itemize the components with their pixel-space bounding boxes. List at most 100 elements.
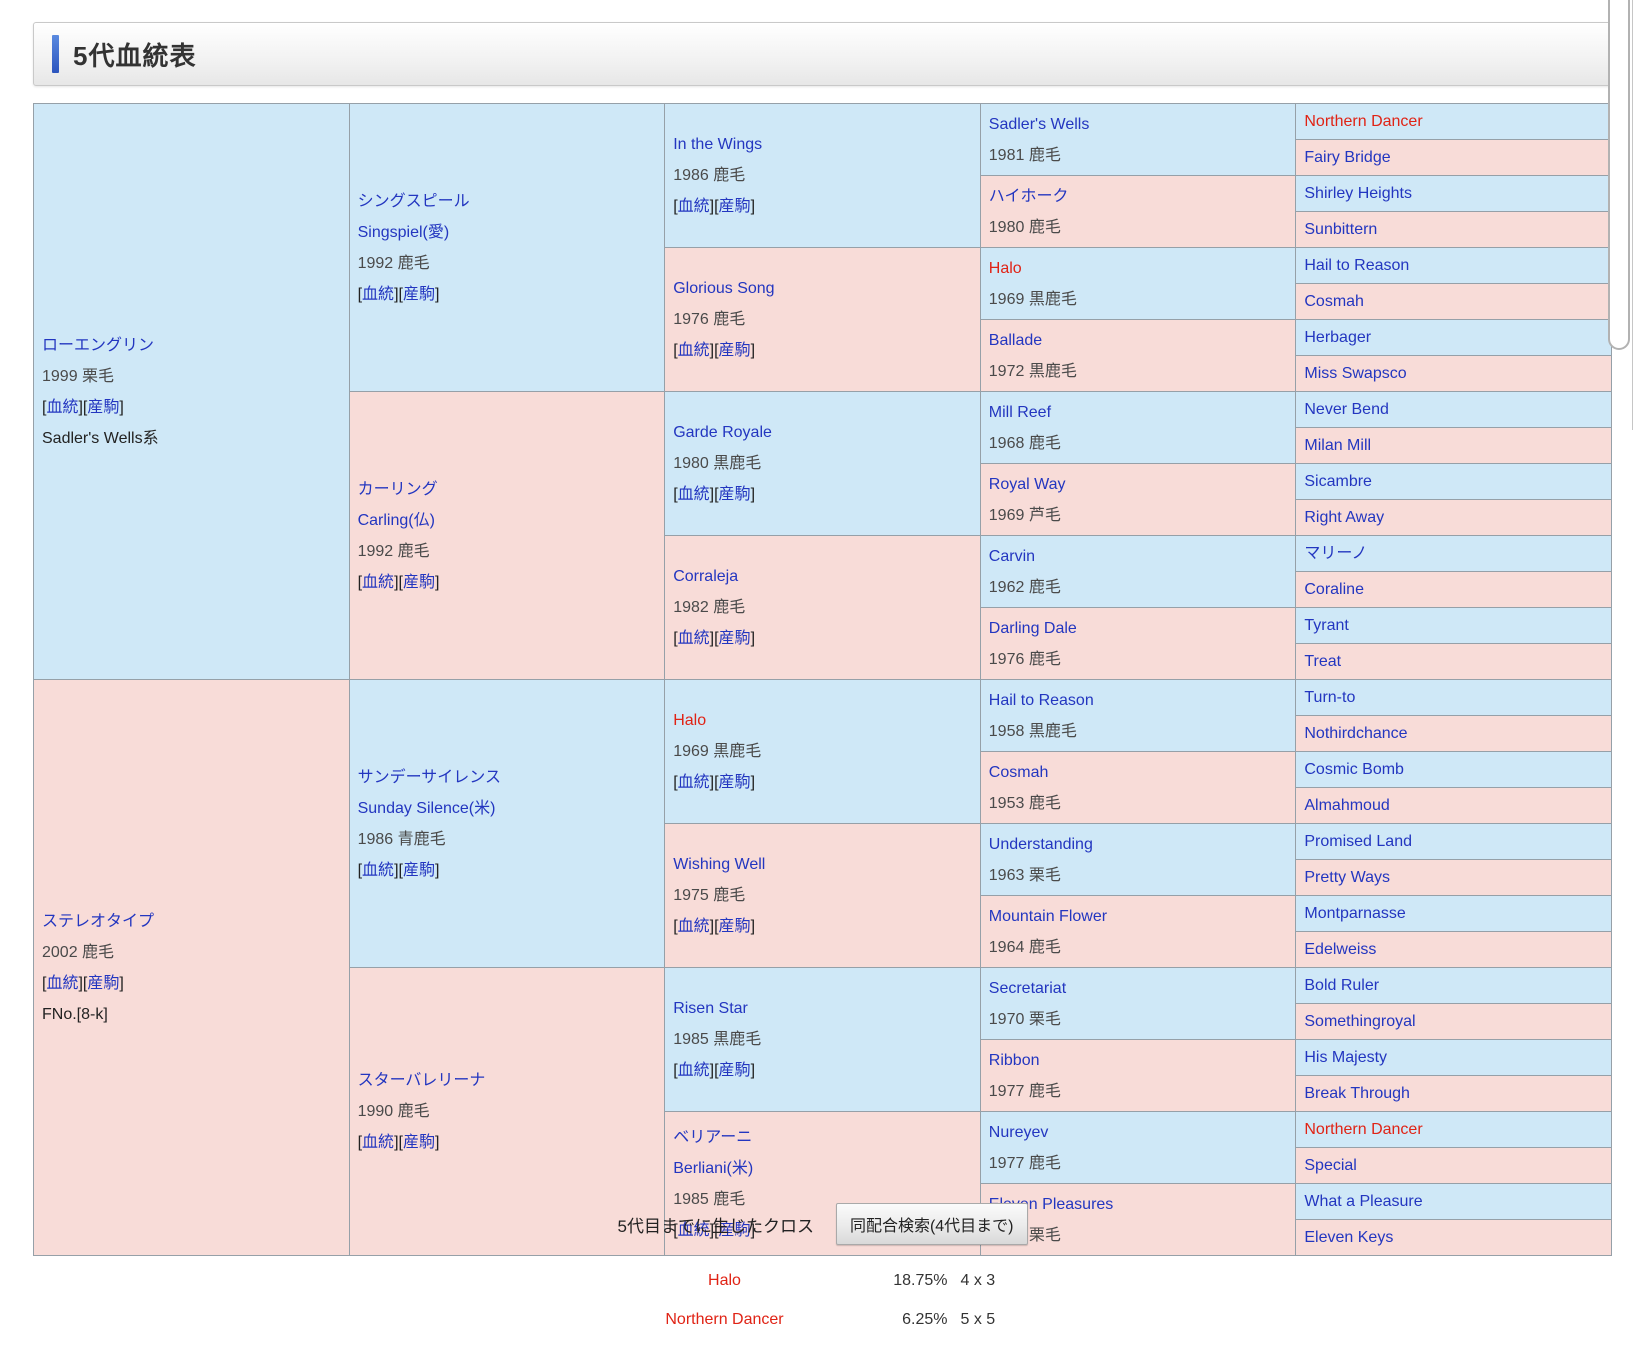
blood-link[interactable]: 血統 (362, 861, 395, 879)
horse-name-link[interactable]: Sadler's Wells (988, 115, 1090, 133)
offspring-link[interactable]: 産駒 (718, 486, 751, 503)
horse-name-link[interactable]: Herbager (1304, 329, 1372, 346)
horse-name-link[interactable]: ローエングリン (42, 336, 155, 354)
horse-name-link[interactable]: Northern Dancer (1304, 113, 1423, 130)
horse-name-link[interactable]: Special (1304, 1157, 1357, 1174)
offspring-link[interactable]: 産駒 (402, 861, 435, 879)
blood-link[interactable]: 血統 (46, 398, 79, 416)
horse-name-link[interactable]: Bold Ruler (1304, 977, 1380, 994)
horse-name-link[interactable]: Hail to Reason (1304, 257, 1410, 274)
horse-name-link[interactable]: Never Bend (1304, 401, 1389, 418)
horse-name-link[interactable]: Fairy Bridge (1304, 149, 1391, 166)
horse-name-link[interactable]: Cosmah (988, 763, 1049, 781)
horse-name-link[interactable]: Montparnasse (1304, 905, 1406, 922)
horse-name-link[interactable]: Cosmic Bomb (1304, 761, 1404, 778)
offspring-link[interactable]: 産駒 (402, 573, 435, 591)
horse-subname-link[interactable]: Carling(仏) (357, 511, 435, 529)
horse-name-link[interactable]: Turn-to (1304, 689, 1356, 706)
horse-name-link[interactable]: Mountain Flower (988, 907, 1108, 925)
horse-name-link[interactable]: Ballade (988, 331, 1043, 349)
blood-link[interactable]: 血統 (46, 974, 79, 992)
horse-name-link[interactable]: ベリアーニ (673, 1128, 753, 1146)
blood-link[interactable]: 血統 (677, 630, 710, 647)
offspring-link[interactable]: 産駒 (402, 1134, 435, 1151)
horse-name-link[interactable]: Carvin (988, 547, 1036, 565)
birth-year-coat: 2002 鹿毛 (42, 943, 115, 961)
horse-name-link[interactable]: Halo (673, 712, 707, 729)
blood-link[interactable]: 血統 (362, 285, 395, 303)
horse-name-link[interactable]: Royal Way (988, 475, 1066, 493)
horse-name-link[interactable]: Secretariat (988, 979, 1067, 997)
horse-name-link[interactable]: シングスピール (357, 192, 470, 210)
blood-link[interactable]: 血統 (677, 198, 710, 215)
offspring-link[interactable]: 産駒 (718, 198, 751, 215)
horse-name-link[interactable]: Glorious Song (673, 280, 775, 297)
offspring-link[interactable]: 産駒 (402, 285, 435, 303)
horse-name-link[interactable]: Corraleja (673, 568, 739, 585)
horse-name-link[interactable]: Miss Swapsco (1304, 365, 1407, 382)
offspring-link[interactable]: 産駒 (718, 630, 751, 647)
horse-name-link[interactable]: Northern Dancer (1304, 1121, 1423, 1138)
horse-name-link[interactable]: カーリング (357, 480, 438, 498)
horse-name-link[interactable]: In the Wings (673, 136, 763, 153)
offspring-link[interactable]: 産駒 (718, 1221, 751, 1239)
horse-name-link[interactable]: Break Through (1304, 1085, 1410, 1102)
horse-name-link[interactable]: Garde Royale (673, 424, 772, 441)
horse-name-link[interactable]: ハイホーク (988, 187, 1069, 205)
blood-link[interactable]: 血統 (677, 774, 710, 791)
horse-name-link[interactable]: Eleven Keys (1304, 1229, 1394, 1246)
birth-year-coat: 1953 鹿毛 (988, 794, 1061, 812)
scrollbar-track[interactable] (1632, 0, 1633, 430)
horse-name-link[interactable]: His Majesty (1304, 1049, 1388, 1066)
horse-name-link[interactable]: Tyrant (1304, 617, 1349, 634)
horse-name-link[interactable]: ステレオタイプ (42, 912, 155, 930)
cross-horse-name: Northern Dancer (665, 1311, 784, 1328)
horse-name-link[interactable]: Halo (988, 259, 1022, 277)
horse-name-link[interactable]: Somethingroyal (1304, 1013, 1416, 1030)
horse-name-link[interactable]: Ribbon (988, 1051, 1040, 1069)
horse-name-link[interactable]: Darling Dale (988, 619, 1077, 637)
offspring-link[interactable]: 産駒 (718, 774, 751, 791)
offspring-link[interactable]: 産駒 (87, 398, 120, 416)
blood-link[interactable]: 血統 (362, 573, 395, 591)
horse-name-link[interactable]: Hail to Reason (988, 691, 1094, 709)
offspring-link[interactable]: 産駒 (718, 918, 751, 935)
horse-name-link[interactable]: Milan Mill (1304, 437, 1372, 454)
horse-name-link[interactable]: サンデーサイレンス (357, 768, 501, 786)
offspring-link[interactable]: 産駒 (718, 1062, 751, 1079)
horse-name-link[interactable]: What a Pleasure (1304, 1193, 1423, 1210)
horse-name-link[interactable]: Promised Land (1304, 833, 1412, 850)
horse-name-link[interactable]: Risen Star (673, 1000, 748, 1017)
horse-name-link[interactable]: Almahmoud (1304, 797, 1390, 814)
horse-name-link[interactable]: Treat (1304, 653, 1342, 670)
horse-name-link[interactable]: Wishing Well (673, 856, 766, 873)
horse-name-link[interactable]: Sunbittern (1304, 221, 1378, 238)
blood-link[interactable]: 血統 (362, 1134, 395, 1151)
horse-subname-link[interactable]: Berliani(米) (673, 1159, 754, 1177)
horse-name-link[interactable]: Shirley Heights (1304, 185, 1412, 202)
horse-name-link[interactable]: Coraline (1304, 581, 1364, 598)
horse-name-link[interactable]: Right Away (1304, 509, 1385, 526)
blood-link[interactable]: 血統 (677, 486, 710, 503)
horse-name-link[interactable]: Understanding (988, 835, 1093, 853)
blood-link[interactable]: 血統 (677, 1221, 710, 1239)
birth-year-coat: 1986 青鹿毛 (357, 830, 446, 848)
scrollbar-thumb[interactable] (1608, 0, 1630, 350)
same-mating-search-button[interactable]: 同配合検索(4代目まで) (835, 1203, 1028, 1245)
horse-name-link[interactable]: Pretty Ways (1304, 869, 1391, 886)
horse-name-link[interactable]: Mill Reef (988, 403, 1052, 421)
horse-name-link[interactable]: Cosmah (1304, 293, 1364, 310)
blood-link[interactable]: 血統 (677, 918, 710, 935)
horse-name-link[interactable]: マリーノ (1304, 545, 1368, 562)
offspring-link[interactable]: 産駒 (87, 974, 120, 992)
offspring-link[interactable]: 産駒 (718, 342, 751, 359)
blood-link[interactable]: 血統 (677, 342, 710, 359)
horse-subname-link[interactable]: Singspiel(愛) (357, 223, 450, 241)
horse-name-link[interactable]: Sicambre (1304, 473, 1372, 490)
horse-subname-link[interactable]: Sunday Silence(米) (357, 799, 496, 817)
horse-name-link[interactable]: Nureyev (988, 1123, 1049, 1141)
horse-name-link[interactable]: Nothirdchance (1304, 725, 1408, 742)
horse-name-link[interactable]: Edelweiss (1304, 941, 1377, 958)
blood-link[interactable]: 血統 (677, 1062, 710, 1079)
horse-name-link[interactable]: スターバレリーナ (357, 1072, 486, 1089)
